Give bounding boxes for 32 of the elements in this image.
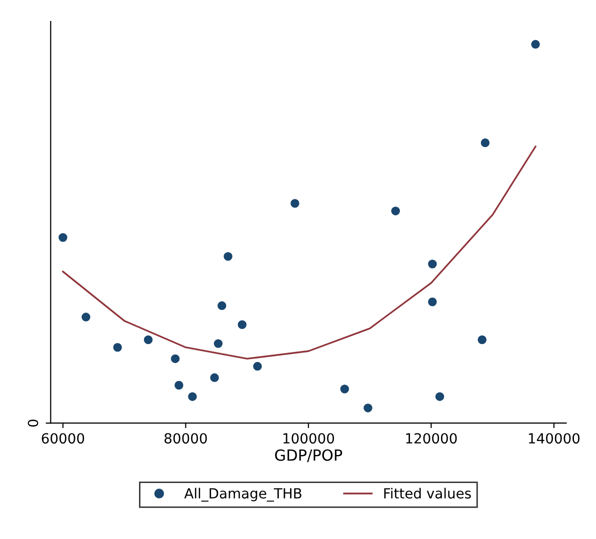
point [340, 384, 350, 394]
legend-label: Fitted values [384, 488, 471, 499]
point [170, 354, 180, 364]
point [238, 320, 247, 329]
point [224, 252, 232, 261]
point [428, 260, 437, 268]
point [210, 373, 219, 382]
point [218, 301, 226, 310]
legend-label: All_Damage_THB [184, 488, 302, 502]
text: 0 [28, 420, 38, 427]
point [174, 380, 184, 390]
point [253, 362, 262, 371]
x-tick-label: 120000 [406, 433, 457, 444]
point [58, 233, 68, 242]
point [478, 335, 486, 344]
point [391, 206, 400, 216]
point [290, 199, 300, 208]
x-axis-title: GDP/POP [275, 449, 342, 462]
x-tick-label: 60000 [42, 433, 84, 444]
point [214, 339, 223, 348]
point [188, 392, 197, 401]
point [428, 298, 437, 306]
point [364, 404, 372, 412]
x-tick-label: 100000 [283, 433, 334, 444]
point [82, 312, 90, 322]
point [113, 342, 122, 352]
point [531, 40, 540, 49]
point [435, 392, 444, 401]
point [144, 335, 153, 344]
x-tick-label: 80000 [164, 433, 207, 444]
point [480, 138, 490, 148]
x-tick-label: 140000 [528, 433, 580, 444]
